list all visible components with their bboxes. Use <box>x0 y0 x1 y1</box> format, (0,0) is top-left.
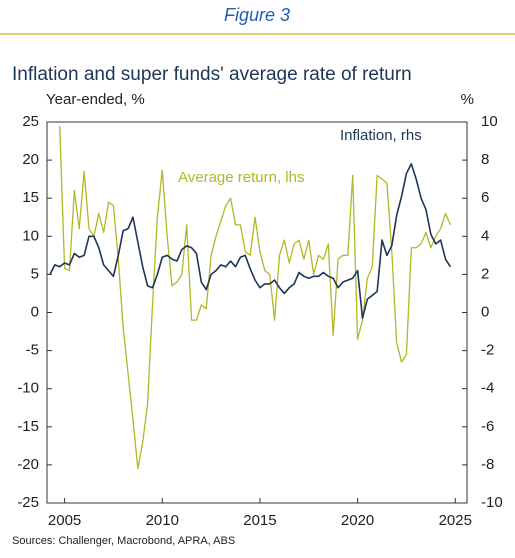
y2-tick-label: 4 <box>481 227 489 244</box>
y-tick-label: 10 <box>22 227 39 244</box>
y-tick-label: 25 <box>22 113 39 130</box>
x-tick-label: 2025 <box>439 512 472 529</box>
y2-tick-label: -4 <box>481 380 494 397</box>
series-line <box>59 125 451 470</box>
x-tick-label: 2015 <box>243 512 276 529</box>
y-tick-label: -5 <box>26 342 39 359</box>
y2-tick-label: -10 <box>481 494 503 511</box>
figure-label: Figure 3 <box>224 5 290 25</box>
chart-title: Inflation and super funds' average rate … <box>12 64 412 85</box>
y-tick-label: -15 <box>17 418 39 435</box>
y2-tick-label: -6 <box>481 418 494 435</box>
y-tick-label: 20 <box>22 151 39 168</box>
series-label: Average return, lhs <box>178 169 304 186</box>
y2-tick-label: 10 <box>481 113 498 130</box>
x-tick-label: 2005 <box>48 512 81 529</box>
y-axis-label: Year-ended, % <box>46 91 145 108</box>
y2-tick-label: 2 <box>481 265 489 282</box>
y2-tick-label: -2 <box>481 342 494 359</box>
y-tick-label: 15 <box>22 189 39 206</box>
y2-axis-label: % <box>461 91 474 108</box>
series-line <box>49 163 452 320</box>
y2-tick-label: 0 <box>481 303 489 320</box>
y2-tick-label: 6 <box>481 189 489 206</box>
source-note: Sources: Challenger, Macrobond, APRA, AB… <box>12 535 235 547</box>
x-tick-label: 2020 <box>341 512 374 529</box>
y2-tick-label: 8 <box>481 151 489 168</box>
x-tick-label: 2010 <box>146 512 179 529</box>
series-label: Inflation, rhs <box>340 127 422 144</box>
y-tick-label: -25 <box>17 494 39 511</box>
y-tick-label: 0 <box>31 303 39 320</box>
y-tick-label: 5 <box>31 265 39 282</box>
y2-tick-label: -8 <box>481 456 494 473</box>
y-tick-label: -20 <box>17 456 39 473</box>
y-tick-label: -10 <box>17 380 39 397</box>
